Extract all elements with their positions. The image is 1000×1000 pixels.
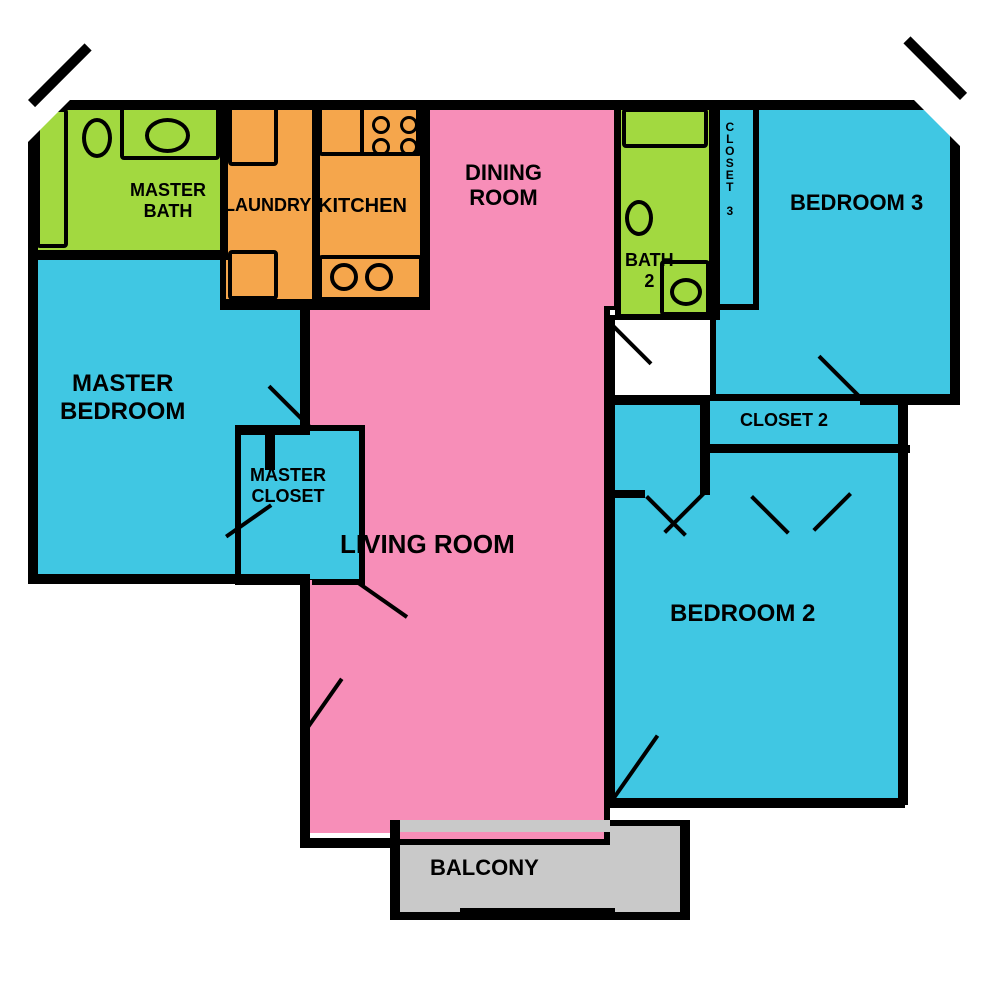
label-living-room: LIVING ROOM [340, 530, 515, 560]
fixture-dryer [365, 263, 393, 291]
label-master-bedroom: MASTER BEDROOM [60, 370, 185, 425]
fixture-washer [330, 263, 358, 291]
wall [28, 250, 228, 260]
label-kitchen: KITCHEN [318, 195, 407, 218]
wall [605, 395, 705, 405]
fixture-fridge [228, 106, 278, 166]
fixture-tub-bath2 [622, 108, 708, 148]
wall [753, 100, 759, 310]
wall [220, 100, 228, 258]
label-laundry: LAUNDRY [224, 195, 311, 216]
floor-plan: BALCONY LIVING ROOM DINING ROOM MASTER BEDR… [0, 0, 1000, 1000]
label-dining-room: DINING ROOM [465, 160, 542, 211]
fixture-counter-kitchen-top [318, 106, 423, 156]
wall [265, 425, 275, 470]
wall [700, 445, 910, 453]
label-master-bath: MASTER BATH [130, 180, 206, 221]
wall [300, 300, 310, 430]
label-bath-2: BATH 2 [625, 250, 674, 291]
wall [710, 100, 720, 320]
fixture-toilet-master [82, 118, 112, 158]
label-balcony: BALCONY [430, 855, 539, 880]
wall [860, 395, 960, 405]
label-master-closet: MASTER CLOSET [250, 465, 326, 506]
fixture-counter-master [120, 106, 220, 160]
label-closet-3: CLOSET 3 [722, 120, 736, 216]
fixture-laundry-shelf [228, 250, 278, 300]
label-closet-2: CLOSET 2 [740, 410, 828, 431]
label-bedroom-3: BEDROOM 3 [790, 190, 923, 215]
label-bedroom-2: BEDROOM 2 [670, 600, 815, 628]
fixture-toilet-bath2 [625, 200, 653, 236]
wall [605, 315, 615, 805]
wall [605, 490, 645, 498]
wall [220, 300, 430, 310]
